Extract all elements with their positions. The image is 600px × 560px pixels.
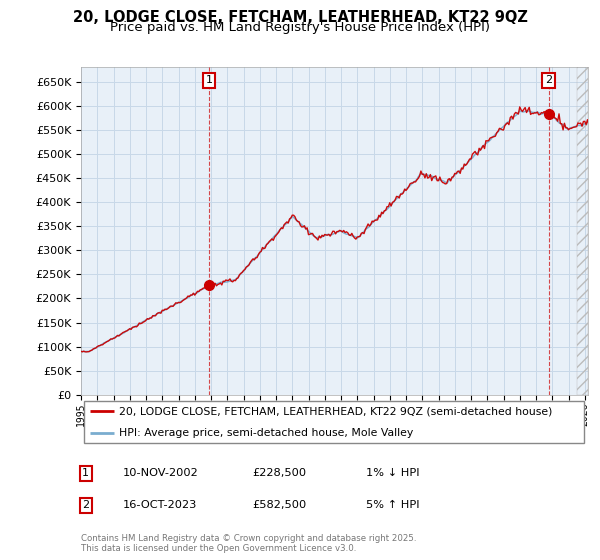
Text: 20, LODGE CLOSE, FETCHAM, LEATHERHEAD, KT22 9QZ (semi-detached house): 20, LODGE CLOSE, FETCHAM, LEATHERHEAD, K… (119, 406, 553, 416)
Text: £582,500: £582,500 (252, 500, 306, 510)
FancyBboxPatch shape (83, 401, 584, 444)
Text: 1: 1 (82, 468, 89, 478)
Text: £228,500: £228,500 (252, 468, 306, 478)
Text: 2: 2 (545, 75, 553, 85)
Text: 5% ↑ HPI: 5% ↑ HPI (366, 500, 419, 510)
Text: 1: 1 (205, 75, 212, 85)
Text: Contains HM Land Registry data © Crown copyright and database right 2025.
This d: Contains HM Land Registry data © Crown c… (81, 534, 416, 553)
Text: 10-NOV-2002: 10-NOV-2002 (123, 468, 199, 478)
Text: Price paid vs. HM Land Registry's House Price Index (HPI): Price paid vs. HM Land Registry's House … (110, 21, 490, 34)
Text: 1% ↓ HPI: 1% ↓ HPI (366, 468, 419, 478)
Text: HPI: Average price, semi-detached house, Mole Valley: HPI: Average price, semi-detached house,… (119, 428, 413, 438)
Text: 16-OCT-2023: 16-OCT-2023 (123, 500, 197, 510)
Text: 20, LODGE CLOSE, FETCHAM, LEATHERHEAD, KT22 9QZ: 20, LODGE CLOSE, FETCHAM, LEATHERHEAD, K… (73, 10, 527, 25)
Text: 2: 2 (82, 500, 89, 510)
